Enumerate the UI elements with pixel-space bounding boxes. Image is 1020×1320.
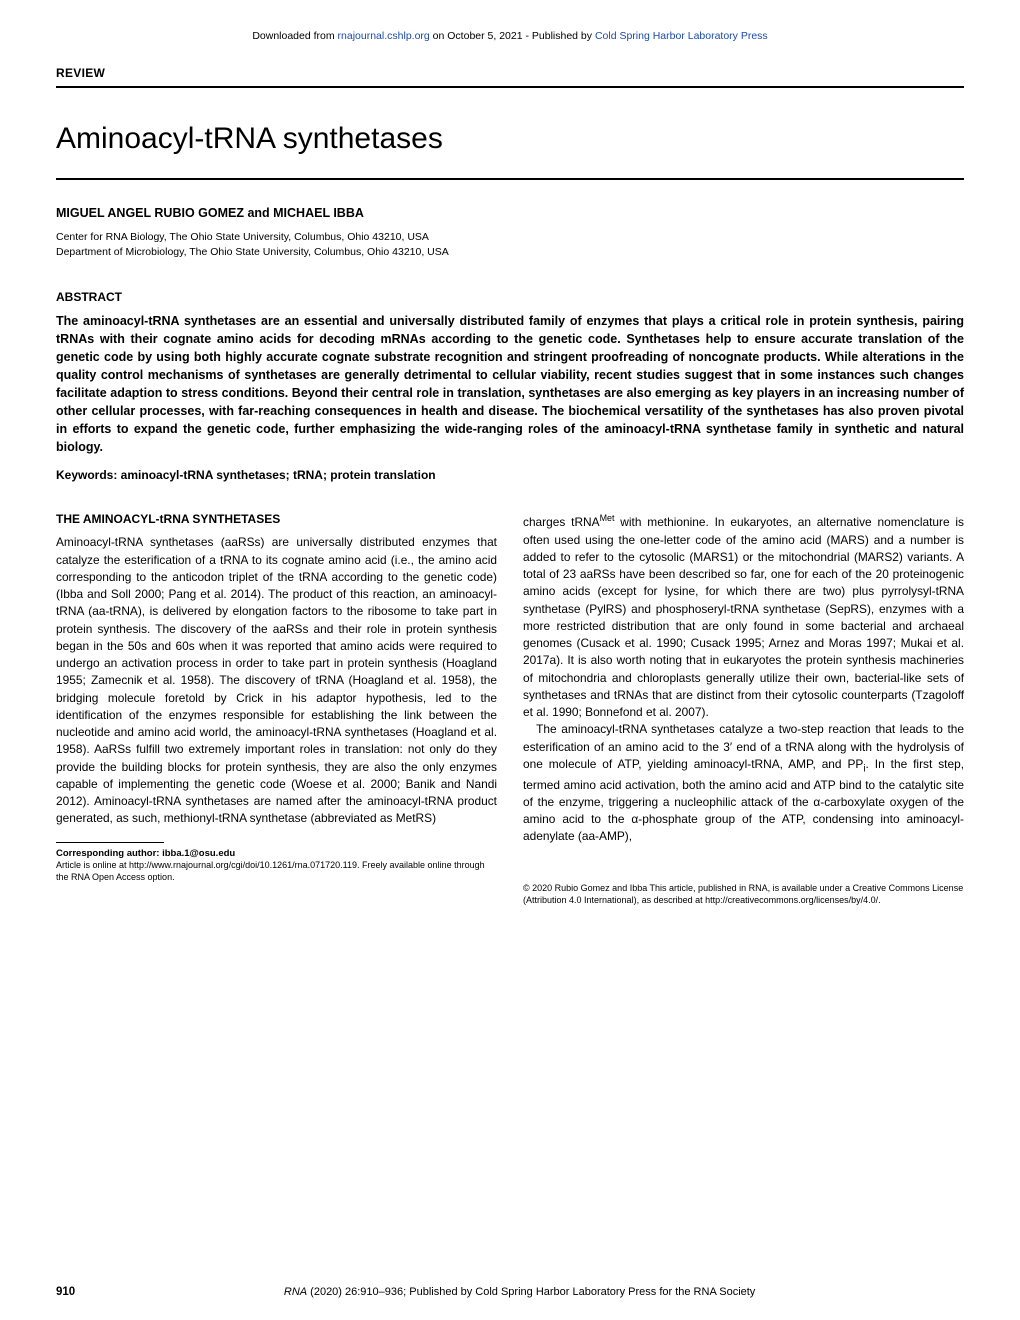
correspondence-divider <box>56 842 164 843</box>
body-paragraph: charges tRNAMet with methionine. In euka… <box>523 512 964 845</box>
left-column: THE AMINOACYL-tRNA SYNTHETASES Aminoacyl… <box>56 512 497 906</box>
download-prefix: Downloaded from <box>252 30 337 42</box>
download-link-source[interactable]: rnajournal.cshlp.org <box>338 30 430 42</box>
right-column: charges tRNAMet with methionine. In euka… <box>523 512 964 906</box>
keywords: Keywords: aminoacyl-tRNA synthetases; tR… <box>56 468 964 482</box>
download-mid: on October 5, 2021 - Published by <box>430 30 595 42</box>
abstract-text: The aminoacyl-tRNA synthetases are an es… <box>56 312 964 456</box>
divider-under-title <box>56 178 964 180</box>
superscript: Met <box>600 513 615 523</box>
page-footer: 910 RNA (2020) 26:910–936; Published by … <box>56 1286 964 1298</box>
article-info-right: © 2020 Rubio Gomez and Ibba This article… <box>523 882 964 906</box>
footer-citation: RNA (2020) 26:910–936; Published by Cold… <box>284 1286 755 1298</box>
affiliation-line: Center for RNA Biology, The Ohio State U… <box>56 230 964 245</box>
download-link-publisher[interactable]: Cold Spring Harbor Laboratory Press <box>595 30 768 42</box>
text-span: with methionine. In eukaryotes, an alter… <box>523 515 964 719</box>
corresponding-author: Corresponding author: ibba.1@osu.edu <box>56 848 497 859</box>
body-columns: THE AMINOACYL-tRNA SYNTHETASES Aminoacyl… <box>56 512 964 906</box>
divider-top <box>56 86 964 88</box>
article-info-left: Article is online at http://www.rnajourn… <box>56 859 497 883</box>
paragraph-text: The aminoacyl-tRNA synthetases catalyze … <box>523 721 964 845</box>
paragraph-text: charges tRNAMet with methionine. In euka… <box>523 512 964 721</box>
download-bar: Downloaded from rnajournal.cshlp.org on … <box>56 30 964 42</box>
review-label: REVIEW <box>56 66 964 80</box>
abstract-heading: ABSTRACT <box>56 290 964 304</box>
authors: MIGUEL ANGEL RUBIO GOMEZ and MICHAEL IBB… <box>56 206 964 220</box>
paragraph-text: Aminoacyl-tRNA synthetases (aaRSs) are u… <box>56 534 497 827</box>
section-heading: THE AMINOACYL-tRNA SYNTHETASES <box>56 512 497 526</box>
article-title: Aminoacyl-tRNA synthetases <box>56 122 964 156</box>
journal-name: RNA <box>284 1286 307 1298</box>
text-span: charges tRNA <box>523 515 600 529</box>
citation-text: (2020) 26:910–936; Published by Cold Spr… <box>307 1286 755 1298</box>
affiliations: Center for RNA Biology, The Ohio State U… <box>56 230 964 260</box>
page-number: 910 <box>56 1286 75 1298</box>
body-paragraph: Aminoacyl-tRNA synthetases (aaRSs) are u… <box>56 534 497 827</box>
affiliation-line: Department of Microbiology, The Ohio Sta… <box>56 245 964 260</box>
